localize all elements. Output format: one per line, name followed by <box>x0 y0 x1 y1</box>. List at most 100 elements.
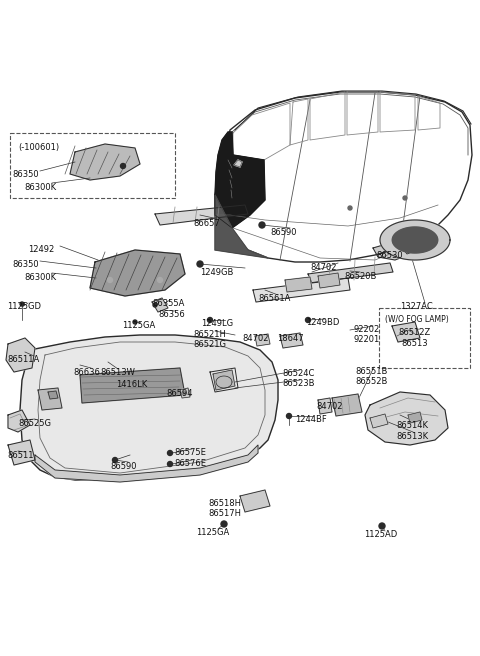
Circle shape <box>153 303 157 307</box>
Circle shape <box>168 462 172 466</box>
Polygon shape <box>408 412 422 423</box>
Polygon shape <box>392 227 438 253</box>
Text: 86300K: 86300K <box>24 183 56 192</box>
Text: 18647: 18647 <box>277 334 304 343</box>
Text: 86512Z: 86512Z <box>398 328 430 337</box>
Circle shape <box>20 302 24 306</box>
Text: 86520B: 86520B <box>344 272 376 281</box>
Polygon shape <box>180 388 190 398</box>
Text: 1327AC: 1327AC <box>400 302 433 311</box>
Polygon shape <box>332 394 362 416</box>
Text: 84702: 84702 <box>310 263 336 272</box>
Polygon shape <box>35 445 258 482</box>
Text: 86594: 86594 <box>166 389 192 398</box>
Text: 1125GA: 1125GA <box>122 321 155 330</box>
Polygon shape <box>318 398 332 414</box>
Circle shape <box>287 413 291 419</box>
Circle shape <box>305 318 311 323</box>
Circle shape <box>259 222 265 228</box>
Text: 86514K: 86514K <box>396 421 428 430</box>
Text: 86521G: 86521G <box>193 340 226 349</box>
Circle shape <box>120 163 125 169</box>
Text: 86518H: 86518H <box>208 499 241 508</box>
Text: 84702: 84702 <box>316 402 343 411</box>
Bar <box>10 133 175 198</box>
Polygon shape <box>152 298 168 312</box>
Text: 86300K: 86300K <box>24 273 56 282</box>
Text: 1249LG: 1249LG <box>201 319 233 328</box>
Polygon shape <box>318 273 340 288</box>
Polygon shape <box>215 195 268 258</box>
Polygon shape <box>215 132 265 228</box>
Circle shape <box>221 521 227 527</box>
Circle shape <box>108 277 112 283</box>
Text: 92201: 92201 <box>353 335 379 344</box>
Polygon shape <box>38 388 62 410</box>
Text: 86356: 86356 <box>158 310 185 319</box>
Text: 92202: 92202 <box>353 325 379 334</box>
Text: 86511: 86511 <box>7 451 34 460</box>
Text: (W/O FOG LAMP): (W/O FOG LAMP) <box>385 315 449 324</box>
Text: 86350: 86350 <box>12 260 38 269</box>
Text: 1416LK: 1416LK <box>116 380 147 389</box>
Circle shape <box>207 318 213 323</box>
Text: 86525G: 86525G <box>18 419 51 428</box>
Bar <box>379 308 470 368</box>
Text: 86575E: 86575E <box>174 448 206 457</box>
Polygon shape <box>373 243 408 260</box>
Polygon shape <box>285 277 312 292</box>
Circle shape <box>403 196 407 200</box>
Circle shape <box>168 451 172 455</box>
Text: 86511A: 86511A <box>7 355 39 364</box>
Text: 1125GA: 1125GA <box>196 528 229 537</box>
Polygon shape <box>8 440 35 465</box>
Circle shape <box>133 320 137 324</box>
Text: 86657: 86657 <box>193 219 220 228</box>
Text: 86636: 86636 <box>73 368 100 377</box>
Text: 86513: 86513 <box>401 339 428 348</box>
Polygon shape <box>234 160 242 167</box>
Polygon shape <box>308 263 393 283</box>
Text: 84702: 84702 <box>242 334 268 343</box>
Polygon shape <box>80 368 185 403</box>
Text: (-100601): (-100601) <box>18 143 59 152</box>
Text: 86517H: 86517H <box>208 509 241 518</box>
Circle shape <box>197 261 203 267</box>
Polygon shape <box>6 338 35 372</box>
Polygon shape <box>48 391 58 399</box>
Circle shape <box>182 391 186 395</box>
Text: 86521H: 86521H <box>193 330 226 339</box>
Circle shape <box>348 206 352 210</box>
Circle shape <box>379 523 385 529</box>
Text: 1125AD: 1125AD <box>364 530 397 539</box>
Polygon shape <box>253 278 350 302</box>
Text: 1244BF: 1244BF <box>295 415 327 424</box>
Polygon shape <box>8 410 30 432</box>
Polygon shape <box>240 490 270 512</box>
Polygon shape <box>392 322 420 342</box>
Text: 86355A: 86355A <box>152 299 184 308</box>
Polygon shape <box>90 250 185 296</box>
Text: 86590: 86590 <box>110 462 136 471</box>
Text: 86576E: 86576E <box>174 459 206 468</box>
Text: 86524C: 86524C <box>282 369 314 378</box>
Text: 86561A: 86561A <box>258 294 290 303</box>
Text: 86551B: 86551B <box>355 367 387 376</box>
Text: 1125GD: 1125GD <box>7 302 41 311</box>
Polygon shape <box>370 414 388 428</box>
Polygon shape <box>380 220 450 260</box>
Text: 12492: 12492 <box>28 245 54 254</box>
Text: 86552B: 86552B <box>355 377 387 386</box>
Polygon shape <box>213 370 235 390</box>
Text: 86590: 86590 <box>270 228 297 237</box>
Text: 86523B: 86523B <box>282 379 314 388</box>
Polygon shape <box>280 333 303 348</box>
Polygon shape <box>70 144 140 180</box>
Polygon shape <box>255 334 270 346</box>
Text: 86513W: 86513W <box>100 368 135 377</box>
Text: 1249GB: 1249GB <box>200 268 233 277</box>
Circle shape <box>157 277 163 283</box>
Polygon shape <box>155 205 248 225</box>
Polygon shape <box>20 335 278 480</box>
Text: 86350: 86350 <box>12 170 38 179</box>
